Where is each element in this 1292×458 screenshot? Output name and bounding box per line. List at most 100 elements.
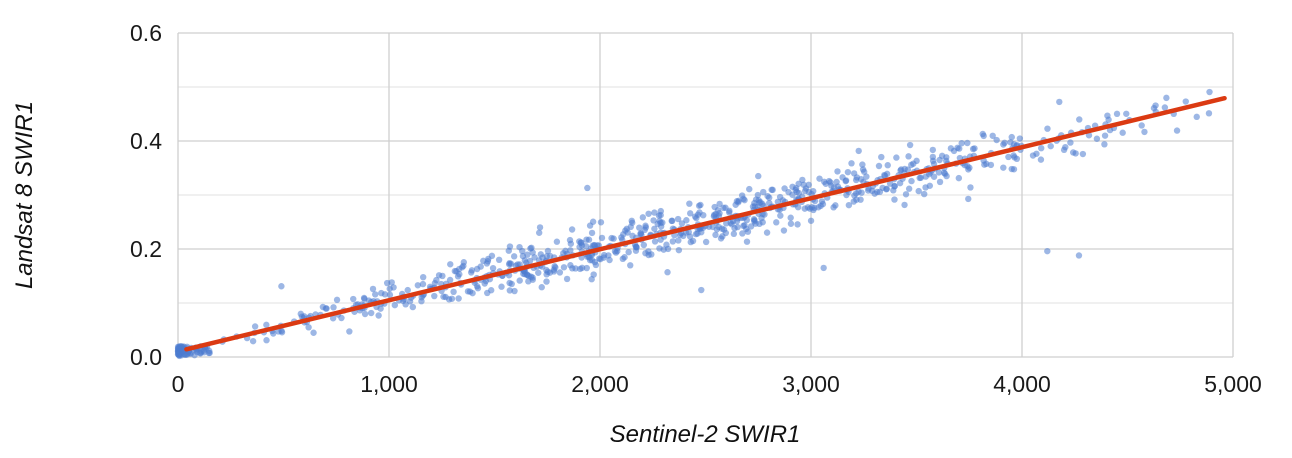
data-point	[263, 321, 270, 329]
data-point	[979, 130, 986, 138]
data-point	[600, 251, 608, 259]
data-point	[175, 350, 182, 357]
data-point	[567, 247, 574, 254]
data-point	[967, 184, 974, 191]
data-point	[958, 140, 965, 147]
data-point	[419, 273, 427, 281]
data-point	[538, 284, 545, 291]
y-tick-label: 0.4	[130, 128, 162, 154]
data-point	[582, 242, 590, 250]
data-point	[859, 161, 866, 168]
data-point	[789, 191, 796, 198]
data-point	[686, 233, 694, 240]
data-point	[473, 265, 481, 273]
data-point	[275, 328, 282, 335]
data-point	[850, 170, 858, 177]
x-tick-label: 0	[172, 371, 185, 397]
data-point	[586, 222, 594, 229]
data-point	[651, 209, 658, 216]
data-point	[891, 182, 898, 190]
data-point	[560, 264, 568, 271]
data-point	[506, 287, 514, 294]
data-point	[781, 185, 788, 192]
data-point	[597, 219, 605, 226]
data-point	[733, 198, 741, 205]
data-point	[467, 269, 475, 276]
data-point	[1075, 252, 1083, 259]
data-point	[636, 224, 643, 231]
data-point	[638, 231, 645, 239]
data-point	[883, 186, 890, 193]
data-point	[524, 271, 531, 279]
trendline-line	[184, 95, 1227, 352]
data-point	[1000, 164, 1007, 171]
data-point	[404, 286, 411, 294]
data-point	[1011, 154, 1018, 161]
data-point	[508, 280, 515, 288]
data-point	[639, 214, 647, 221]
data-point	[739, 230, 746, 237]
data-point	[807, 217, 815, 224]
data-point	[588, 276, 595, 283]
data-point	[930, 160, 938, 168]
data-point	[361, 310, 369, 318]
data-point	[1141, 128, 1148, 136]
data-point	[450, 288, 457, 296]
data-point	[514, 261, 521, 268]
data-point	[947, 145, 955, 152]
data-point	[651, 225, 658, 232]
data-point	[645, 251, 652, 259]
data-point	[728, 221, 735, 228]
data-point	[942, 157, 950, 165]
data-point	[935, 169, 943, 176]
data-point	[989, 132, 996, 139]
data-point	[454, 273, 462, 280]
data-point	[563, 275, 571, 283]
major-gridlines	[177, 32, 1234, 358]
data-point	[774, 198, 782, 205]
data-point	[792, 184, 800, 192]
data-point	[1060, 146, 1068, 154]
data-point	[484, 289, 491, 297]
data-point	[519, 247, 526, 255]
data-point	[1093, 135, 1101, 142]
data-point	[751, 217, 758, 224]
data-point	[527, 245, 534, 252]
data-point	[760, 188, 767, 196]
data-point	[627, 262, 634, 269]
data-point	[804, 204, 812, 211]
data-point	[848, 160, 855, 167]
data-point	[529, 276, 536, 283]
data-point	[1119, 129, 1126, 136]
data-point	[568, 226, 576, 233]
data-point	[755, 172, 762, 180]
data-point	[645, 210, 652, 217]
data-point	[832, 202, 839, 209]
data-point	[683, 217, 690, 224]
data-point	[833, 178, 840, 186]
data-point	[319, 303, 327, 311]
data-point	[884, 162, 891, 169]
data-point	[390, 284, 397, 291]
data-point	[766, 199, 773, 207]
data-point	[464, 288, 472, 295]
data-point	[936, 178, 944, 186]
data-point	[773, 219, 780, 226]
data-point	[553, 238, 561, 245]
data-point	[535, 269, 542, 276]
data-point	[544, 247, 552, 255]
x-tick-label: 3,000	[782, 371, 840, 397]
data-point	[1193, 113, 1200, 121]
data-point	[628, 217, 635, 224]
data-point	[715, 212, 723, 220]
data-point	[764, 192, 771, 200]
data-point	[795, 189, 803, 197]
data-point	[201, 349, 208, 356]
data-point	[524, 251, 531, 258]
data-point	[498, 283, 505, 290]
data-point	[369, 285, 377, 293]
data-point	[709, 223, 716, 231]
scatter-points	[174, 88, 1213, 360]
data-point	[305, 324, 312, 331]
